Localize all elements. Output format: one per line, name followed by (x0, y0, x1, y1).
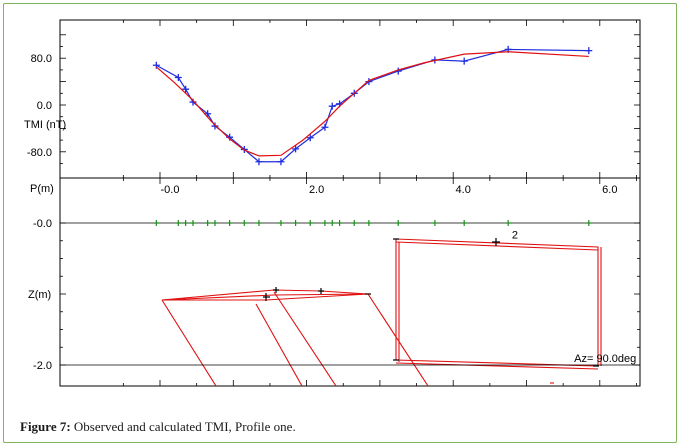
station-marker (182, 220, 189, 226)
dipping-body-inner (161, 293, 369, 301)
observed-point (585, 47, 593, 55)
observed-point (277, 158, 285, 166)
calculated-line (155, 51, 589, 157)
prism-body (395, 238, 599, 367)
station-marker (277, 220, 284, 226)
station-marker (255, 220, 262, 226)
station-marker (292, 220, 299, 226)
distance-tick-label: 2.0 (309, 184, 324, 196)
observed-point (182, 85, 190, 93)
depth-y-tick-labels: -0.0 -2.0 (33, 218, 52, 372)
depth-axis-label: Z(m) (28, 289, 51, 301)
prism-body-bottom-inner (395, 362, 599, 370)
observed-point (174, 74, 182, 82)
distance-tick-labels: -0.0 2.0 4.0 6.0 (161, 184, 618, 196)
observed-point (255, 158, 263, 166)
tmi-panel-frame (59, 19, 641, 179)
dipping-body-edge-4 (367, 293, 429, 387)
station-marker (395, 220, 402, 226)
prism-body-top-inner (395, 241, 599, 251)
station-marker (505, 220, 512, 226)
profile-plot: TMI (nT) P(m) Z(m) 80.0 0.0 -80.0 -0.0 2.0 4… (24, 19, 641, 387)
caption-text: Observed and calculated TMI, Profile one… (73, 419, 296, 434)
model-bodies (161, 238, 602, 387)
station-marker (211, 220, 218, 226)
body-vertex-markers (263, 238, 599, 367)
tmi-y-tick-labels: 80.0 0.0 -80.0 (27, 53, 52, 159)
station-marker (336, 220, 343, 226)
station-marker (153, 220, 160, 226)
annotation-label: 2 (512, 230, 518, 242)
station-marker (189, 220, 196, 226)
observed-point (306, 134, 314, 142)
distance-tick-label: -0.0 (161, 184, 180, 196)
annotation-label: Az= 90.0deg (574, 353, 636, 365)
observed-point (321, 123, 329, 131)
tmi-y-tick-label: -80.0 (27, 147, 52, 159)
depth-ticks (60, 178, 640, 386)
station-marker (461, 220, 468, 226)
tmi-y-tick-label: 80.0 (31, 53, 52, 65)
station-marker (241, 220, 248, 226)
observed-point (211, 122, 219, 130)
observed-point (460, 57, 468, 65)
tmi-axis-label: TMI (nT) (24, 119, 66, 131)
vertex-marker (492, 238, 500, 246)
station-marker (226, 220, 233, 226)
vertex-marker (273, 287, 279, 293)
distance-tick-label: 4.0 (456, 184, 471, 196)
station-marker (329, 220, 336, 226)
tmi-series-group (152, 45, 593, 166)
station-marker (365, 220, 372, 226)
distance-tick-label: 6.0 (602, 184, 617, 196)
vertex-marker (263, 293, 270, 301)
tmi-y-tick-label: 0.0 (37, 100, 52, 112)
station-marker (204, 220, 211, 226)
depth-panel-frame (59, 177, 641, 387)
observed-point (292, 145, 300, 153)
depth-y-tick-label: -2.0 (33, 360, 52, 372)
station-marker (307, 220, 314, 226)
dipping-body-edge-3 (273, 291, 337, 387)
figure-caption: Figure 7: Observed and calculated TMI, P… (20, 419, 296, 435)
station-marker (351, 220, 358, 226)
station-marker (585, 220, 592, 226)
station-marker (175, 220, 182, 226)
figure-frame: TMI (nT) P(m) Z(m) 80.0 0.0 -80.0 -0.0 2.0 4… (3, 3, 677, 443)
caption-label: Figure 7: (20, 419, 71, 434)
depth-y-tick-label: -0.0 (33, 218, 52, 230)
dipping-body-edge-2 (255, 303, 303, 387)
distance-axis-label: P(m) (30, 183, 54, 195)
dipping-body-top (161, 289, 369, 301)
station-marker (431, 220, 438, 226)
annotations: 2 Az= 90.0deg (512, 230, 636, 366)
observed-point (328, 102, 336, 110)
observed-line (156, 48, 589, 163)
station-markers (153, 220, 592, 226)
vertex-marker (318, 288, 324, 294)
dipping-body-edge-1 (161, 299, 217, 387)
station-marker (321, 220, 328, 226)
observed-point (365, 78, 373, 86)
tmi-ticks (60, 20, 640, 178)
